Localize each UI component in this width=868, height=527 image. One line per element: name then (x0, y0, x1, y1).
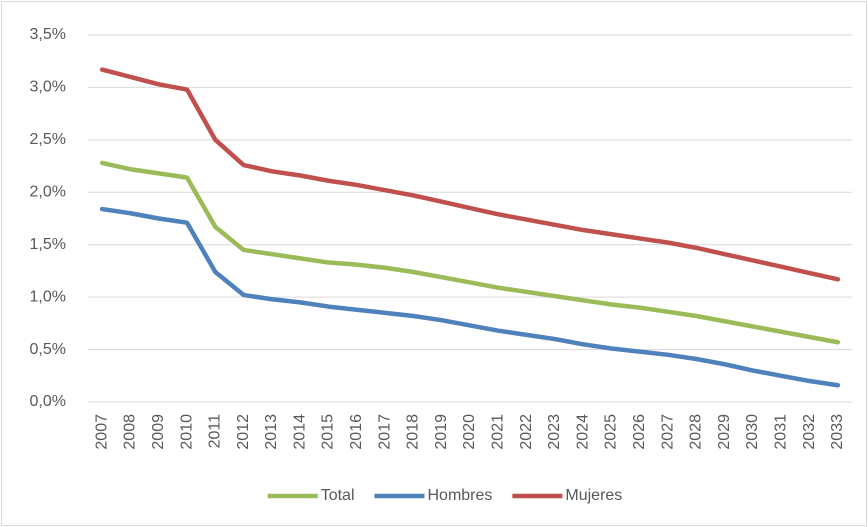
x-tick-label: 2029 (716, 414, 733, 450)
y-tick-label: 2,0% (30, 184, 66, 201)
x-tick-label: 2033 (829, 414, 846, 450)
x-tick-label: 2011 (207, 414, 224, 449)
x-tick-label: 2032 (801, 414, 818, 450)
y-tick-label: 3,0% (30, 79, 66, 96)
x-tick-label: 2021 (490, 414, 507, 450)
y-tick-label: 0,0% (30, 393, 66, 410)
x-tick-label: 2022 (518, 414, 535, 450)
x-tick-label: 2028 (688, 414, 705, 450)
legend: Total Hombres Mujeres (267, 487, 622, 504)
x-tick-label: 2020 (461, 414, 478, 450)
line-series (99, 206, 841, 388)
x-tick-label: 2023 (546, 414, 563, 450)
y-tick-label: 0,5% (30, 341, 66, 358)
y-tick-label: 2,5% (30, 131, 66, 148)
x-tick-label: 2030 (744, 414, 761, 450)
x-tick-label: 2010 (178, 414, 195, 450)
x-tick-label: 2009 (150, 414, 167, 450)
y-tick-label: 3,5% (30, 26, 66, 43)
x-tick-label: 2024 (574, 414, 591, 450)
line-series (99, 67, 841, 282)
line-series (99, 160, 841, 345)
legend-label: Mujeres (565, 487, 622, 504)
x-tick-label: 2026 (631, 414, 648, 450)
legend-label: Hombres (427, 487, 492, 504)
x-tick-label: 2016 (348, 414, 365, 450)
x-tick-label: 2031 (772, 414, 789, 450)
x-tick-label: 2014 (291, 414, 308, 450)
x-tick-label: 2019 (433, 414, 450, 450)
legend-label: Total (321, 487, 355, 504)
x-tick-label: 2008 (122, 414, 139, 450)
x-tick-label: 2027 (659, 414, 676, 450)
x-tick-label: 2013 (263, 414, 280, 450)
x-tick-label: 2018 (405, 414, 422, 450)
x-tick-label: 2007 (93, 414, 110, 450)
y-tick-label: 1,5% (30, 236, 66, 253)
x-tick-label: 2017 (376, 414, 393, 450)
x-tick-label: 2015 (320, 414, 337, 450)
x-tick-label: 2025 (603, 414, 620, 450)
x-tick-label: 2012 (235, 414, 252, 450)
y-tick-label: 1,0% (30, 288, 66, 305)
